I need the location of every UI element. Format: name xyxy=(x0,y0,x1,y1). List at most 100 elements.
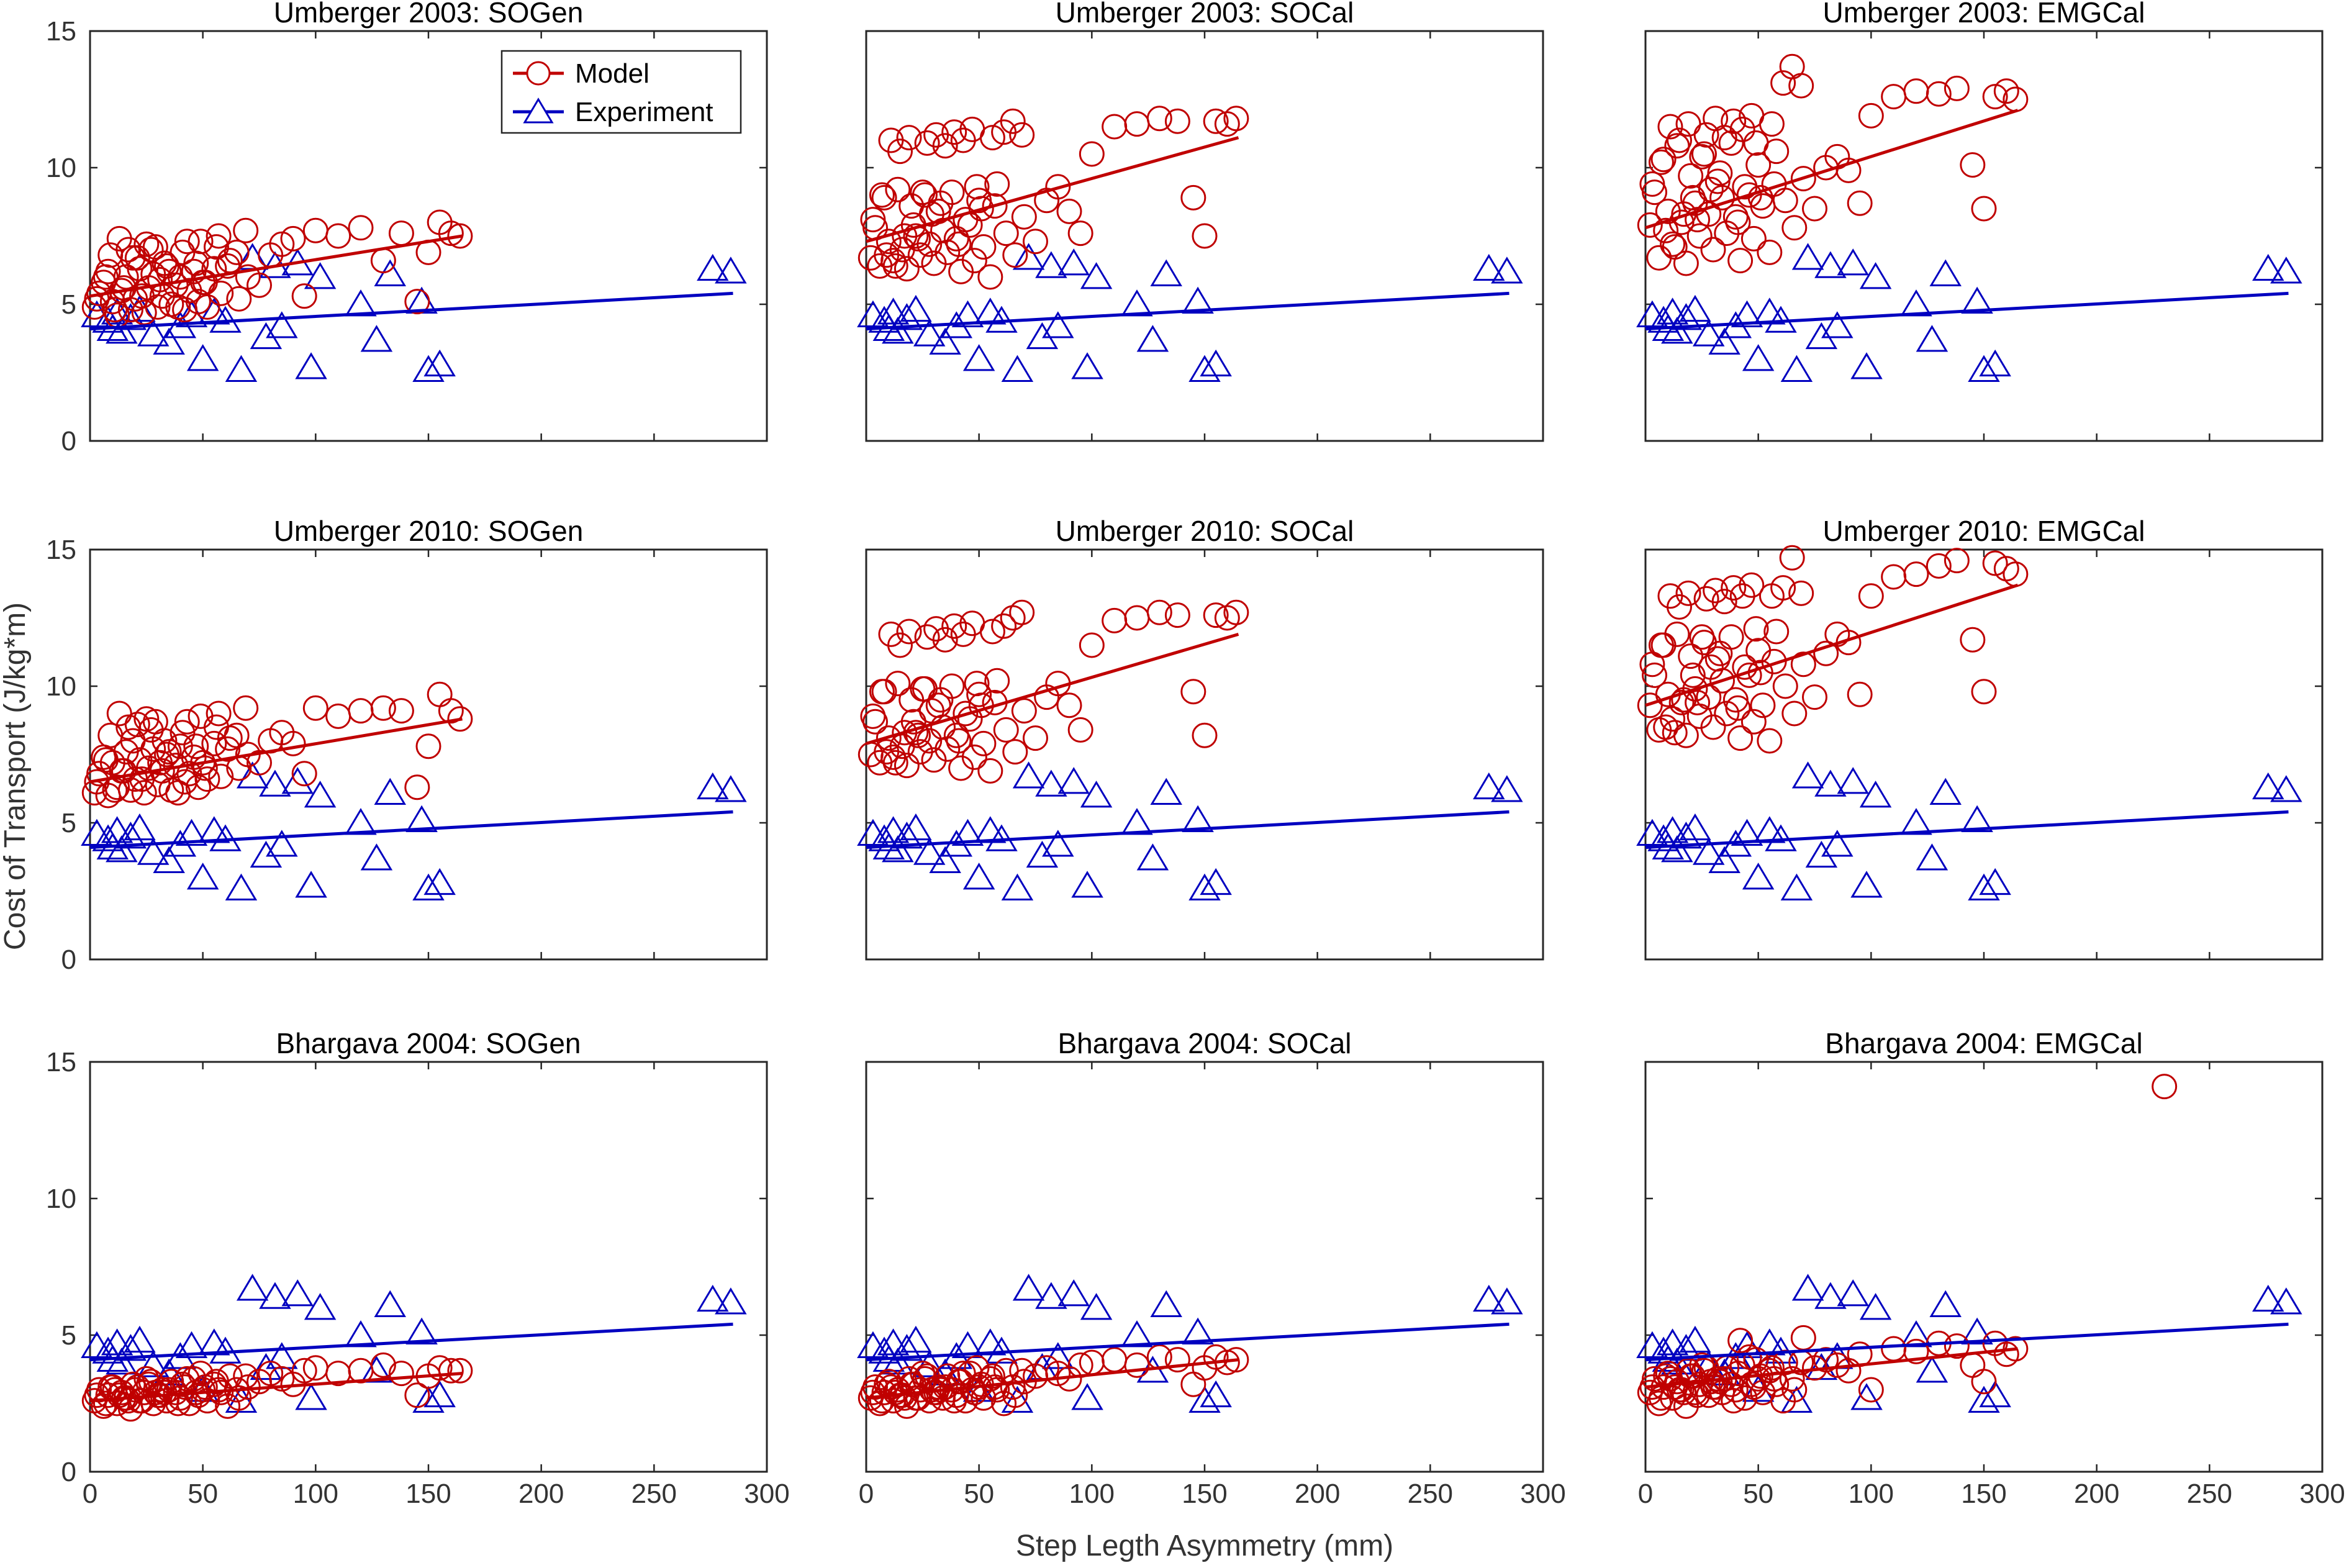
x-tick-label: 0 xyxy=(859,1479,874,1509)
model-point xyxy=(1056,692,1082,718)
model-point xyxy=(1691,141,1717,167)
panel-1: Umberger 2003: SOGen 0 5 10 15 xyxy=(46,0,768,456)
experiment-point xyxy=(1837,248,1870,276)
model-point xyxy=(325,703,351,729)
experiment-point xyxy=(1679,294,1711,322)
model-point xyxy=(388,1361,414,1387)
experiment-point xyxy=(1057,1279,1090,1307)
experiment-point xyxy=(1057,767,1090,794)
model-point xyxy=(1727,725,1754,751)
model-point xyxy=(224,239,250,265)
model-point xyxy=(1903,1338,1929,1364)
model-point xyxy=(165,780,191,806)
experiment-point xyxy=(877,297,910,325)
y-tick-label: 5 xyxy=(61,289,76,320)
model-point xyxy=(900,1371,926,1397)
experiment-point xyxy=(304,262,337,289)
experiment-point xyxy=(405,1317,438,1344)
model-point xyxy=(1671,687,1697,713)
model-point xyxy=(1693,586,1719,612)
model-point xyxy=(1743,1347,1769,1373)
model-point xyxy=(1770,70,1796,96)
panel-3: Umberger 2003: EMGCal xyxy=(1636,0,2324,442)
experiment-point xyxy=(1916,843,1948,871)
experiment-point xyxy=(1708,327,1740,355)
model-point xyxy=(427,681,453,707)
model-point xyxy=(1971,196,1997,222)
model-point xyxy=(280,225,306,252)
model-point xyxy=(1725,1361,1751,1387)
experiment-point xyxy=(1742,344,1775,371)
y-tick-label: 15 xyxy=(46,535,76,565)
model-point xyxy=(1926,553,1952,579)
experiment-point xyxy=(1150,259,1182,286)
model-point xyxy=(1000,1374,1026,1400)
model-point xyxy=(918,201,944,227)
model-point xyxy=(1761,1366,1787,1392)
model-point xyxy=(1704,168,1731,194)
experiment-point xyxy=(1661,317,1693,344)
experiment-point xyxy=(1080,781,1113,808)
experiment-point xyxy=(1731,300,1763,327)
legend-marker-triangle xyxy=(523,97,554,124)
experiment-point xyxy=(1473,253,1505,281)
model-point xyxy=(914,130,940,156)
model-point xyxy=(917,728,943,754)
model-point xyxy=(1707,160,1733,186)
model-point xyxy=(1960,152,1986,178)
panel-title: Umberger 2010: SOCal xyxy=(1056,515,1354,547)
experiment-point xyxy=(1035,251,1067,278)
model-point xyxy=(142,709,168,735)
model-fit-line xyxy=(1645,1347,2018,1389)
experiment-point xyxy=(1670,303,1703,330)
experiment-point xyxy=(259,769,291,797)
experiment-point xyxy=(1968,873,2000,900)
model-point xyxy=(966,681,992,707)
legend-marker-circle xyxy=(526,61,551,86)
experiment-point xyxy=(186,863,219,890)
experiment-point xyxy=(1042,311,1074,338)
experiment-point xyxy=(412,873,445,900)
experiment-point xyxy=(266,830,298,857)
model-point xyxy=(233,695,259,721)
experiment-point xyxy=(1679,813,1711,841)
experiment-point xyxy=(1780,355,1813,382)
experiment-point xyxy=(1859,1293,1892,1320)
experiment-point xyxy=(106,1348,138,1375)
experiment-point xyxy=(1979,1380,2011,1408)
model-point xyxy=(370,1352,396,1378)
model-point xyxy=(134,1366,160,1392)
experiment-fit-line xyxy=(89,810,733,850)
model-point xyxy=(269,1366,295,1392)
x-tick-label: 100 xyxy=(293,1479,338,1509)
model-point xyxy=(106,1382,132,1408)
experiment-point xyxy=(890,822,923,849)
model-point xyxy=(134,231,160,257)
model-point xyxy=(1944,1333,1970,1359)
experiment-point xyxy=(1731,1331,1763,1358)
experiment-point xyxy=(153,327,185,355)
model-point xyxy=(1718,624,1744,650)
x-tick-label: 150 xyxy=(1182,1479,1227,1509)
model-point xyxy=(208,763,234,789)
model-point xyxy=(192,270,218,296)
experiment-point xyxy=(281,767,314,794)
model-point xyxy=(1685,689,1711,715)
experiment-point xyxy=(1968,355,2000,382)
experiment-point xyxy=(1814,1282,1847,1309)
model-point xyxy=(138,237,164,263)
model-fit-line xyxy=(1645,109,2019,230)
model-point xyxy=(912,182,938,208)
panel-6: Umberger 2010: EMGCal xyxy=(1636,515,2324,961)
model-point xyxy=(993,717,1019,743)
model-point xyxy=(1903,561,1929,587)
model-point xyxy=(1203,602,1229,628)
experiment-point xyxy=(1979,868,2011,895)
model-point xyxy=(1680,662,1706,688)
experiment-point xyxy=(1012,761,1045,789)
model-point xyxy=(979,125,1005,151)
experiment-point xyxy=(1200,868,1232,895)
model-point xyxy=(438,698,464,724)
